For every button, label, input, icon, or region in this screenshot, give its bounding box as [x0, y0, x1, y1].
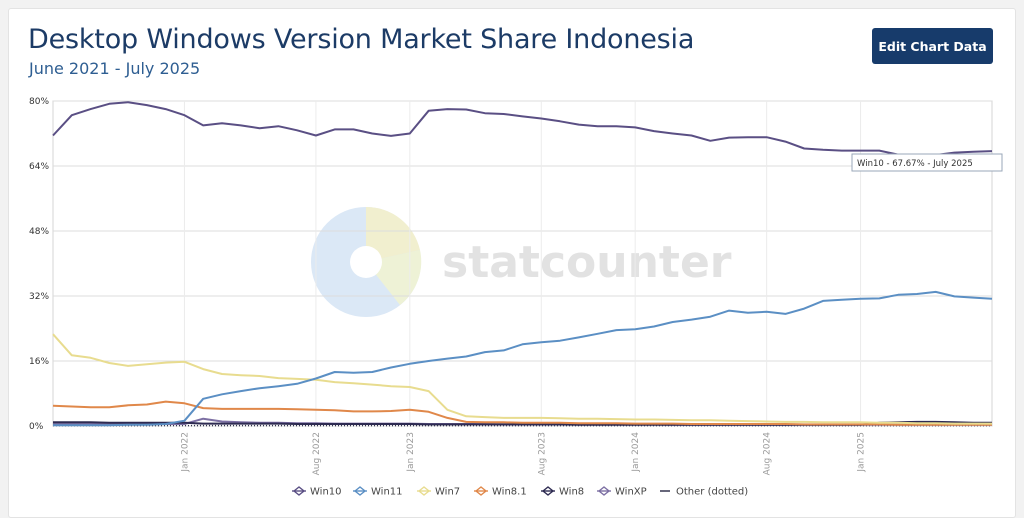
series-line-win8-1[interactable] [52, 400, 992, 426]
chart-subtitle: June 2021 - July 2025 [29, 59, 201, 78]
statcounter-logo-icon [311, 206, 422, 317]
x-tick-label: Jan 2022 [180, 432, 190, 473]
x-tick-label: Jan 2023 [406, 432, 416, 473]
legend-label: Win11 [371, 487, 403, 498]
x-tick-label: Jan 2025 [857, 432, 867, 473]
x-tick-label: Aug 2022 [312, 432, 322, 475]
edit-chart-data-button[interactable]: Edit Chart Data [872, 28, 993, 64]
legend-item-win10[interactable]: Win10 [292, 486, 342, 498]
y-tick-label: 48% [29, 227, 49, 237]
statcounter-watermark: statcounter [311, 206, 732, 317]
watermark-text: statcounter [442, 237, 732, 288]
legend-item-other-dotted[interactable]: Other (dotted) [660, 487, 748, 498]
series-lines [52, 101, 993, 427]
y-tick-label: 32% [29, 292, 49, 302]
legend-item-win8-1[interactable]: Win8.1 [474, 486, 527, 498]
y-tick-label: 0% [29, 422, 44, 432]
y-tick-label: 16% [29, 357, 49, 367]
legend-label: WinXP [615, 487, 647, 498]
x-axis: Jan 2022 Aug 2022 Jan 2023 Aug 2023 Jan 2024… [180, 432, 866, 476]
series-line-win10[interactable] [52, 101, 993, 157]
legend-label: Win10 [310, 487, 342, 498]
legend: Win10 Win11 Win7 Win8.1 Win8 WinXP Other (dott… [292, 486, 748, 498]
chart-title: Desktop Windows Version Market Share Ind… [28, 24, 695, 55]
legend-item-winxp[interactable]: WinXP [597, 486, 647, 498]
series-line-win7[interactable] [52, 333, 992, 425]
legend-item-win7[interactable]: Win7 [417, 486, 460, 498]
legend-label: Win8.1 [492, 487, 527, 498]
series-line-win11[interactable] [53, 290, 993, 427]
y-tick-label: 64% [29, 162, 49, 172]
chart-card [8, 8, 1016, 518]
x-tick-label: Aug 2023 [537, 432, 547, 475]
x-tick-label: Jan 2024 [631, 432, 641, 473]
legend-label: Win7 [435, 487, 460, 498]
legend-item-win11[interactable]: Win11 [353, 486, 403, 498]
y-tick-label: 80% [29, 97, 49, 107]
x-tick-label: Aug 2024 [763, 432, 773, 476]
chart-tooltip: Win10 - 67.67% - July 2025 [851, 153, 1003, 172]
legend-label: Other (dotted) [676, 487, 748, 498]
tooltip-text: Win10 - 67.67% - July 2025 [857, 159, 973, 169]
y-axis: 0% 16% 32% 48% 64% 80% [29, 97, 49, 432]
legend-item-win8[interactable]: Win8 [541, 486, 584, 498]
legend-label: Win8 [559, 487, 584, 498]
